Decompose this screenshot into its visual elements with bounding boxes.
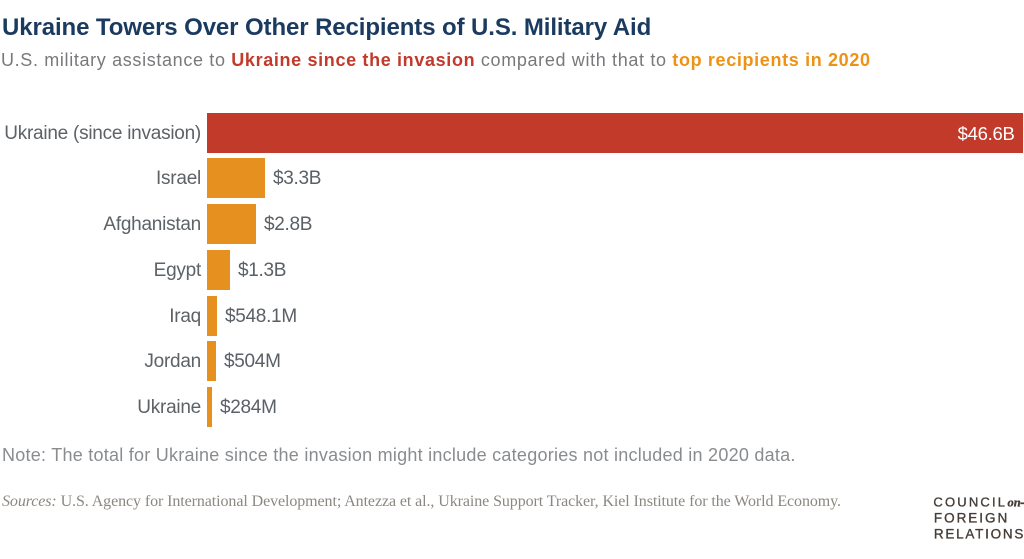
svg-text:COUNCIL: COUNCIL bbox=[933, 495, 1005, 510]
svg-text:FOREIGN: FOREIGN bbox=[934, 511, 1007, 526]
svg-text:RELATIONS: RELATIONS bbox=[934, 527, 1024, 542]
svg-text:on: on bbox=[1008, 496, 1021, 510]
